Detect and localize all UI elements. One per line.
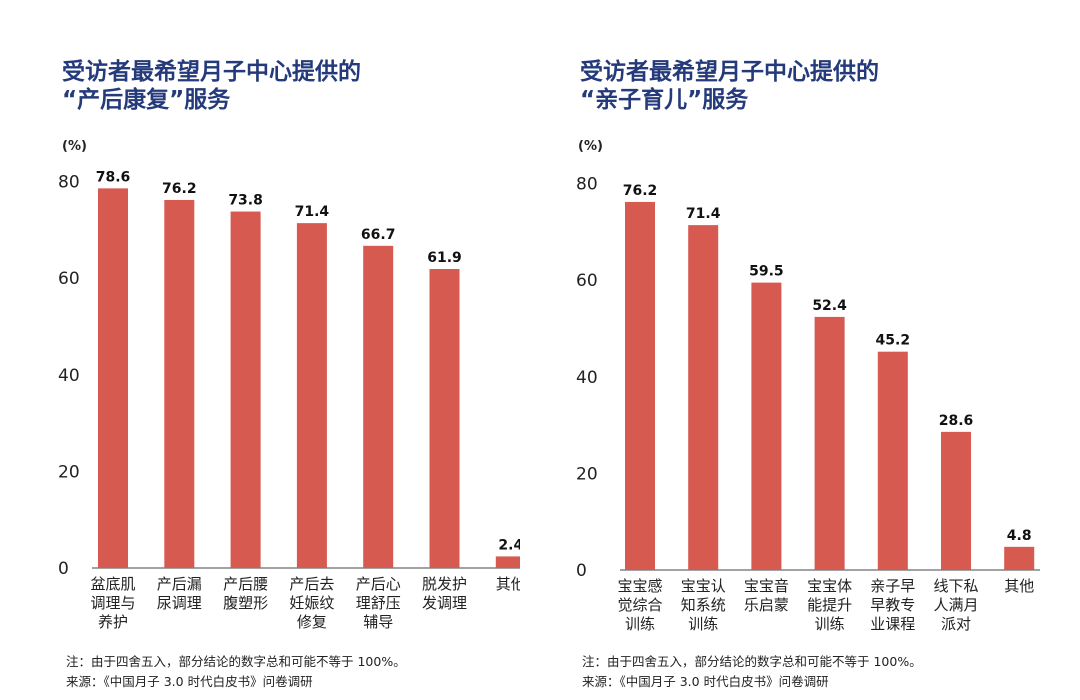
- category-label: 产后去妊娠纹修复: [289, 575, 334, 631]
- y-tick-label: 0: [576, 561, 587, 581]
- category-label: 盆底肌调理与养护: [90, 575, 135, 631]
- bar: [751, 282, 782, 570]
- bar-value-label: 78.6: [96, 169, 131, 185]
- chart-note: 注：由于四舍五入，部分结论的数字总和可能不等于 100%。 来源：《中国月子 3…: [66, 652, 406, 692]
- bar-value-label: 2.4: [498, 537, 520, 553]
- bar-value-label: 61.9: [427, 250, 462, 266]
- bar-value-label: 76.2: [162, 181, 197, 197]
- bar-chart-recovery: (%) 0 20 40 60 80 78.6 盆底肌调理与养护 76.2 产后漏尿调理 73.8 产后…: [58, 139, 520, 631]
- note-rounding: 注：由于四舍五入，部分结论的数字总和可能不等于 100%。: [582, 654, 922, 669]
- y-tick-label: 20: [576, 464, 598, 484]
- y-tick-label: 40: [58, 366, 80, 386]
- bar-value-label: 52.4: [812, 298, 847, 314]
- category-label: 亲子早早教专业课程: [870, 577, 915, 633]
- bar-value-label: 71.4: [295, 204, 330, 220]
- bar: [814, 316, 845, 570]
- y-unit-label: (%): [578, 139, 603, 154]
- bar: [625, 201, 655, 571]
- category-label: 宝宝音乐启蒙: [744, 577, 789, 614]
- category-label: 其他: [496, 575, 520, 593]
- bar: [164, 199, 195, 569]
- category-label: 产后心理舒压辅导: [356, 575, 401, 631]
- category-label: 其他: [1004, 577, 1034, 595]
- chart-title-line1: 受访者最希望月子中心提供的: [580, 59, 879, 85]
- bar: [941, 431, 971, 570]
- chart-note: 注：由于四舍五入，部分结论的数字总和可能不等于 100%。 来源：《中国月子 3…: [582, 652, 922, 692]
- bar-value-label: 71.4: [686, 206, 721, 222]
- bar: [495, 556, 520, 568]
- bar-value-label: 45.2: [876, 333, 911, 349]
- y-tick-label: 80: [58, 173, 80, 193]
- y-tick-label: 20: [58, 462, 80, 482]
- category-label: 产后漏尿调理: [157, 575, 202, 612]
- category-label: 宝宝认知系统训练: [681, 577, 726, 633]
- bar: [230, 211, 261, 568]
- y-tick-label: 80: [576, 175, 598, 195]
- bar-value-label: 28.6: [939, 413, 974, 429]
- category-label: 宝宝感觉综合训练: [617, 577, 662, 633]
- bar-value-label: 4.8: [1007, 528, 1032, 544]
- note-source: 来源：《中国月子 3.0 时代白皮书》问卷调研: [66, 674, 313, 689]
- bar: [1004, 546, 1035, 570]
- chart-title-line2: “亲子育儿”服务: [580, 87, 749, 113]
- bar-value-label: 73.8: [228, 193, 263, 209]
- y-tick-label: 40: [576, 368, 598, 388]
- chart-title-line2: “产后康复”服务: [62, 87, 231, 113]
- category-label: 产后腰腹塑形: [223, 575, 268, 612]
- chart-title: 受访者最希望月子中心提供的 “亲子育儿”服务: [580, 58, 879, 114]
- bar: [98, 188, 128, 568]
- chart-panel-recovery: 受访者最希望月子中心提供的 “产后康复”服务 (%) 0 20 40 60 80 78.6 盆…: [0, 0, 520, 700]
- y-tick-label: 0: [58, 559, 69, 579]
- category-label: 宝宝体能提升训练: [807, 577, 852, 633]
- category-label: 脱发护发调理: [422, 575, 467, 612]
- note-rounding: 注：由于四舍五入，部分结论的数字总和可能不等于 100%。: [66, 654, 406, 669]
- bar-value-label: 59.5: [749, 264, 784, 280]
- chart-panel-parenting: 受访者最希望月子中心提供的 “亲子育儿”服务 (%) 0 20 40 60 80 76.2 宝…: [520, 0, 1040, 700]
- bar: [877, 351, 908, 570]
- note-source: 来源：《中国月子 3.0 时代白皮书》问卷调研: [582, 674, 829, 689]
- bar: [363, 245, 394, 569]
- y-tick-label: 60: [58, 269, 80, 289]
- bar-value-label: 76.2: [623, 183, 658, 199]
- bar: [688, 225, 719, 570]
- bar-value-label: 66.7: [361, 227, 396, 243]
- chart-title-line1: 受访者最希望月子中心提供的: [62, 59, 361, 85]
- bar: [296, 223, 327, 568]
- bar: [429, 269, 460, 568]
- bar-chart-parenting: (%) 0 20 40 60 80 76.2 宝宝感觉综合训练 71.4 宝宝认知系统训练 59.5…: [576, 139, 1040, 633]
- y-unit-label: (%): [62, 139, 87, 154]
- y-tick-label: 60: [576, 271, 598, 291]
- chart-title: 受访者最希望月子中心提供的 “产后康复”服务: [62, 58, 361, 114]
- category-label: 线下私人满月派对: [933, 577, 978, 633]
